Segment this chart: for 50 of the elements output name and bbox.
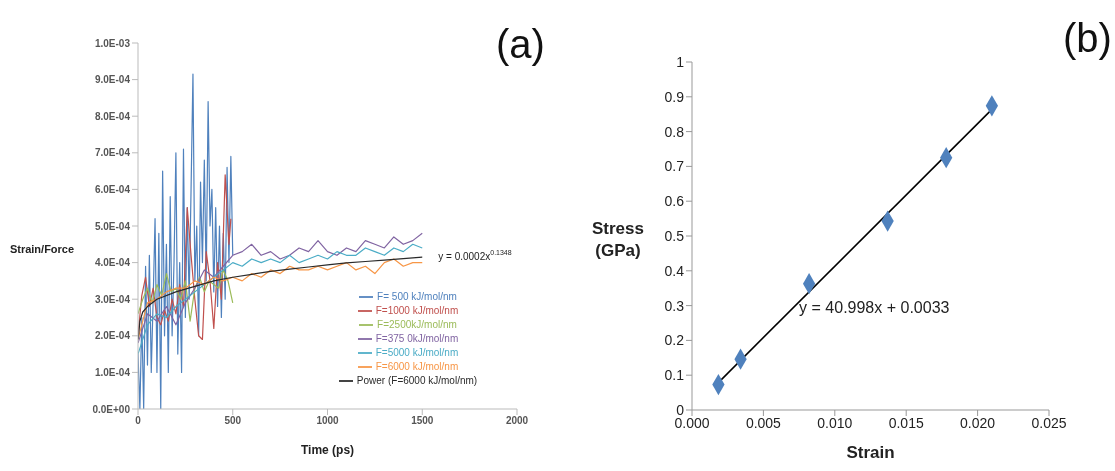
- x-tick-label: 0: [135, 415, 142, 427]
- y-tick-label: 5.0E-04: [94, 220, 131, 232]
- line-series: [138, 269, 234, 322]
- y-tick-label: 0.7: [664, 158, 685, 175]
- x-axis-title: Strain: [846, 443, 895, 462]
- y-tick-label: 2.0E-04: [94, 330, 131, 342]
- y-axis-title: Stress (GPa): [591, 218, 645, 263]
- y-tick-label: 4.0E-04: [94, 257, 131, 269]
- y-tick-label: 1.0E-03: [94, 37, 131, 49]
- y-tick-label: 9.0E-04: [94, 74, 131, 86]
- y-tick-label: 7.0E-04: [94, 147, 131, 159]
- x-tick-label: 0.005: [745, 414, 782, 431]
- y-tick-label: 0.3: [664, 297, 685, 314]
- x-tick-label: 2000: [505, 415, 529, 427]
- y-tick-label: 0.6: [664, 193, 685, 210]
- legend-label: Power (F=6000 kJ/mol/nm): [356, 374, 478, 386]
- text: (b): [1063, 16, 1112, 61]
- annotation: (a): [496, 22, 545, 67]
- legend-label: F=2500kJ/mol/nm: [377, 318, 457, 330]
- legend-label: F= 500 kJ/mol/nm: [377, 290, 457, 302]
- line-series: [138, 174, 232, 341]
- y-axis-title: Strain/Force: [8, 242, 76, 257]
- x-axis-title: Time (ps): [300, 443, 355, 457]
- x-tick-label: 0.000: [674, 414, 710, 431]
- y-tick-label: 3.0E-04: [94, 293, 131, 305]
- x-tick-label: 0.010: [817, 414, 853, 431]
- x-tick-label: 0.025: [1031, 414, 1067, 431]
- y-tick-label: 1: [676, 53, 685, 70]
- annotation: y = 40.998x + 0.0033: [799, 299, 950, 317]
- y-tick-label: 0.1: [664, 367, 685, 384]
- legend-label: F=6000 kJ/mol/nm: [375, 360, 459, 372]
- y-tick-label: 0.8: [664, 123, 685, 140]
- x-tick-label: 0.015: [888, 414, 924, 431]
- legend-label: F=375 0kJ/mol/nm: [375, 332, 459, 344]
- y-tick-label: 1.0E-04: [94, 366, 131, 378]
- x-tick-label: 500: [224, 415, 242, 427]
- x-tick-label: 1500: [411, 415, 434, 427]
- y-tick-label: 0.4: [664, 262, 685, 279]
- x-tick-label: 0.020: [960, 414, 996, 431]
- y-tick-label: 6.0E-04: [94, 183, 131, 195]
- line-series: [138, 73, 234, 409]
- annotation: y = 0.0002x$^{0.1348}$: [438, 249, 512, 262]
- legend-label: F=1000 kJ/mol/nm: [375, 304, 459, 316]
- y-tick-label: 8.0E-04: [94, 110, 131, 122]
- y-tick-label: 0.0E+00: [92, 403, 131, 415]
- legend-label: F=5000 kJ/mol/nm: [375, 346, 459, 358]
- y-tick-label: 0.5: [664, 227, 685, 244]
- y-tick-label: 0.9: [664, 88, 685, 105]
- y-tick-label: 0.2: [664, 332, 685, 349]
- x-tick-label: 1000: [316, 415, 340, 427]
